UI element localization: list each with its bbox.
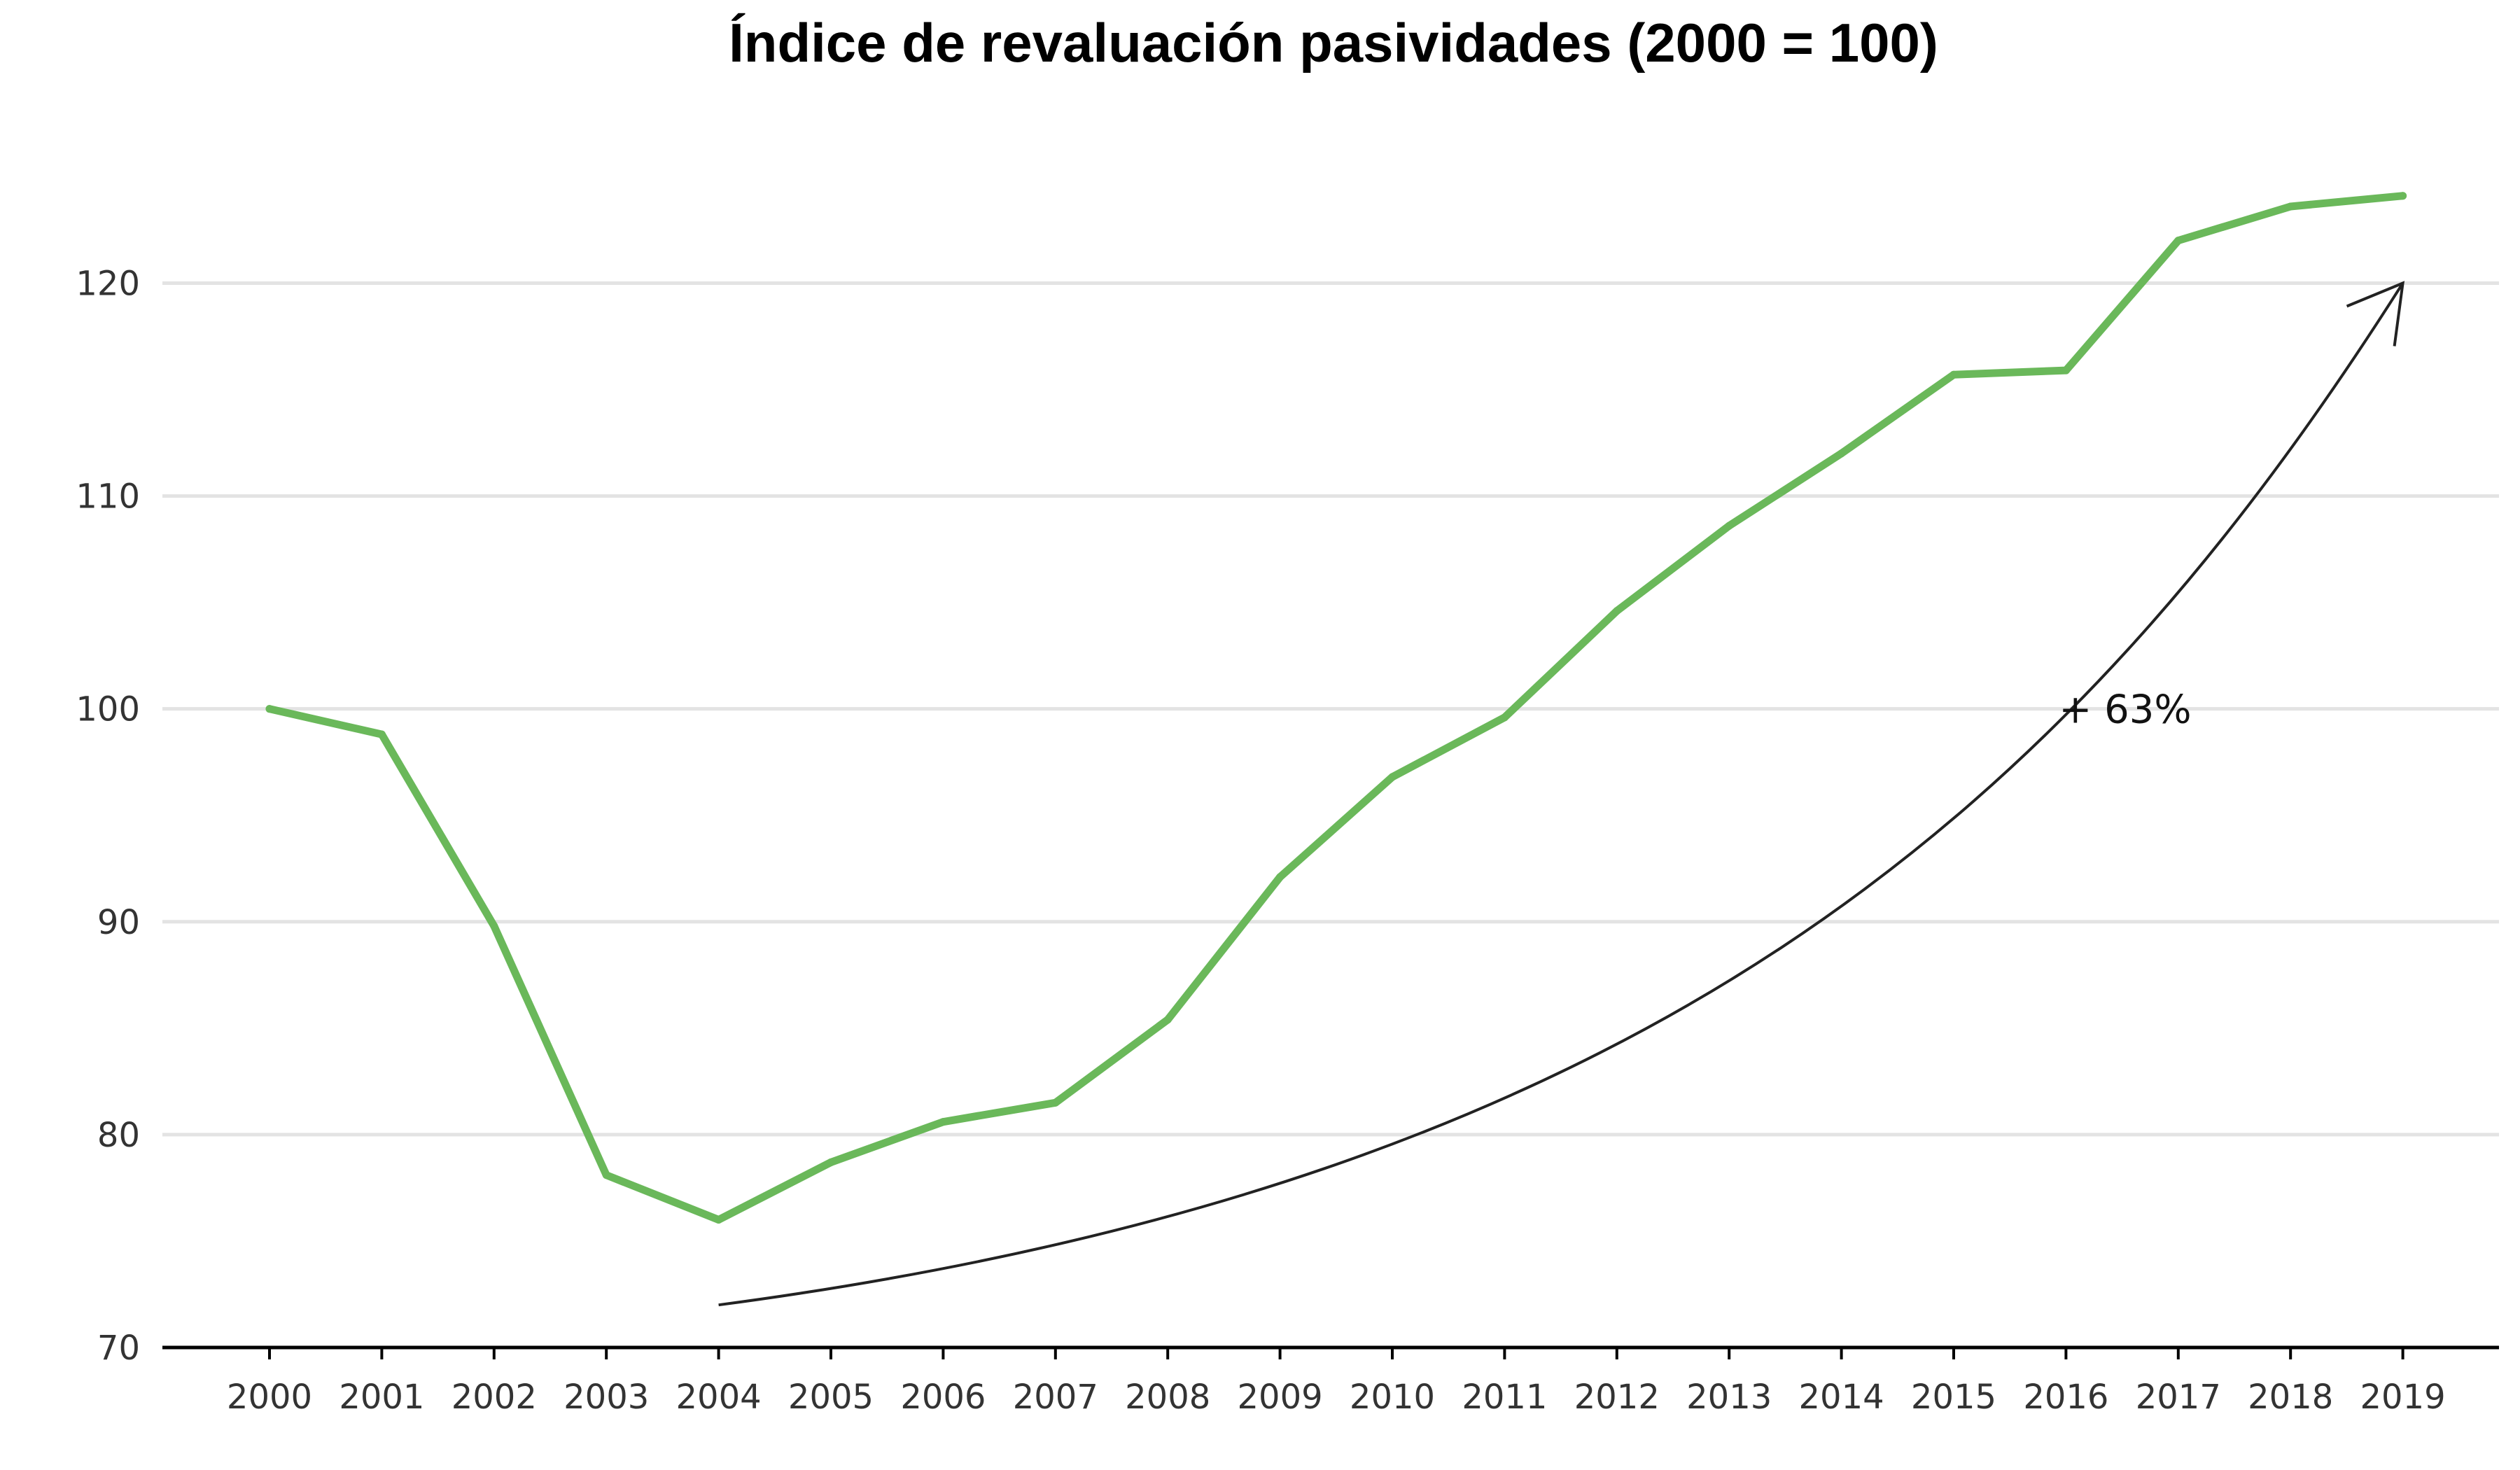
series-layer (265, 192, 2407, 1224)
data-point (602, 1171, 610, 1180)
data-point (939, 1118, 947, 1126)
data-point (1163, 1016, 1172, 1024)
data-point (1725, 522, 1733, 530)
data-point (2286, 202, 2295, 211)
annotation-arrow (718, 282, 2404, 1307)
x-tick-label: 2011 (1462, 1378, 1547, 1417)
data-point (265, 705, 274, 713)
x-axis-ticks: 2000 2001 2002 2003 2004 2005 2006 2007 2008 2009… (227, 1348, 2446, 1417)
annotation-arrowhead (2346, 281, 2405, 346)
x-tick-label: 2017 (2136, 1378, 2221, 1417)
x-tick-label: 2015 (1911, 1378, 1996, 1417)
y-axis-ticks: 70 80 90 100 110 120 (76, 264, 140, 1368)
data-point (1949, 370, 1958, 379)
data-point (1051, 1098, 1060, 1107)
x-tick-label: 2018 (2248, 1378, 2333, 1417)
y-tick-label: 110 (76, 477, 140, 517)
data-point (2174, 237, 2183, 245)
x-tick-label: 2003 (564, 1378, 649, 1417)
y-tick-label: 70 (97, 1329, 140, 1368)
y-tick-label: 80 (97, 1116, 140, 1155)
x-tick-label: 2002 (451, 1378, 537, 1417)
x-tick-label: 2010 (1350, 1378, 1435, 1417)
x-tick-label: 2009 (1238, 1378, 1323, 1417)
x-tick-label: 2013 (1686, 1378, 1772, 1417)
x-tick-label: 2008 (1125, 1378, 1210, 1417)
data-point (1613, 607, 1621, 615)
series-line (265, 192, 2407, 1224)
x-tick-label: 2006 (900, 1378, 986, 1417)
x-tick-label: 2016 (2023, 1378, 2108, 1417)
x-tick-label: 2005 (788, 1378, 874, 1417)
data-point (1500, 713, 1508, 722)
annotation-label: + 63% (2059, 687, 2191, 733)
data-point (715, 1216, 723, 1224)
x-tick-label: 2007 (1013, 1378, 1098, 1417)
data-point (827, 1158, 835, 1166)
x-tick-label: 2004 (676, 1378, 762, 1417)
data-point (1837, 449, 1846, 458)
data-point (2062, 366, 2070, 374)
gridlines (162, 281, 2499, 1137)
data-point (2399, 192, 2407, 200)
data-point (1388, 773, 1396, 781)
x-tick-label: 2014 (1799, 1378, 1884, 1417)
x-tick-label: 2019 (2360, 1378, 2446, 1417)
y-tick-label: 120 (76, 264, 140, 303)
x-tick-label: 2001 (339, 1378, 424, 1417)
data-point (490, 922, 498, 930)
chart-title: Índice de revaluación pasividades (2000 … (729, 12, 1938, 74)
data-point (1276, 873, 1284, 881)
y-tick-label: 90 (97, 903, 140, 942)
x-tick-label: 2000 (227, 1378, 312, 1417)
x-tick-label: 2012 (1574, 1378, 1660, 1417)
y-tick-label: 100 (76, 690, 140, 729)
annotation: + 63% (718, 281, 2405, 1307)
data-point (377, 730, 386, 738)
